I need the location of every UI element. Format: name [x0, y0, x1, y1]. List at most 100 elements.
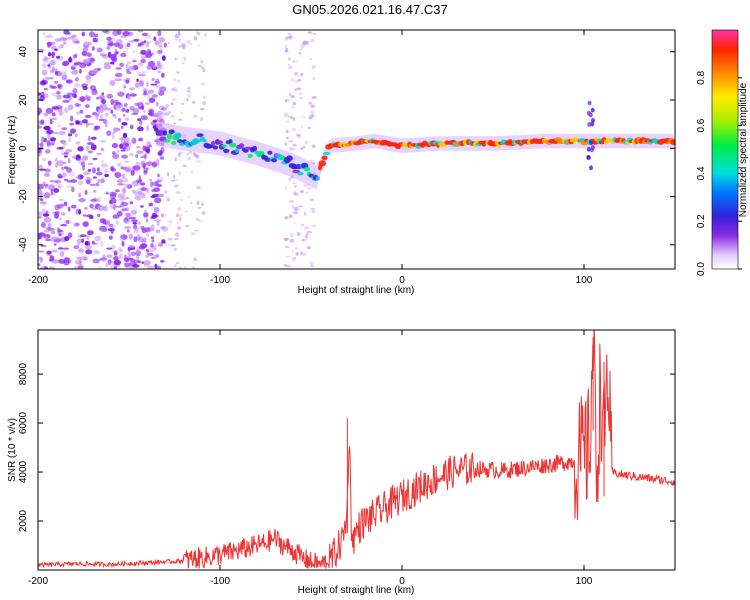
noise-speckle — [152, 244, 158, 251]
noise-speckle — [110, 165, 115, 172]
colorbar-tick-label: 0.2 — [696, 214, 707, 228]
x-tick-label: -100 — [210, 576, 230, 587]
noise-speckle — [138, 179, 142, 184]
noise-speckle — [141, 238, 144, 245]
noise-speckle — [146, 148, 150, 154]
noise-speckle — [87, 168, 92, 172]
noise-speckle — [47, 133, 51, 140]
noise-speckle — [43, 125, 51, 131]
ridge-mark — [212, 145, 218, 150]
noise-speckle — [109, 193, 117, 199]
noise-speckle — [110, 167, 117, 172]
noise-speckle — [143, 260, 151, 266]
noise-speckle — [132, 59, 137, 63]
noise-speckle — [149, 52, 154, 56]
noise-speckle — [192, 100, 196, 104]
noise-speckle — [73, 54, 78, 59]
noise-speckle — [82, 164, 86, 171]
noise-speckle — [39, 168, 46, 171]
noise-speckle — [295, 134, 301, 137]
noise-speckle — [130, 170, 135, 176]
noise-speckle — [289, 233, 294, 238]
noise-speckle — [156, 64, 162, 68]
noise-speckle — [137, 236, 144, 243]
noise-speckle — [59, 36, 66, 41]
noise-speckle — [47, 227, 55, 231]
spike-mark — [591, 118, 595, 123]
noise-speckle — [292, 148, 295, 151]
noise-speckle — [113, 266, 117, 269]
ridge-mark — [234, 148, 240, 153]
noise-speckle — [310, 110, 315, 114]
noise-speckle — [201, 66, 205, 70]
noise-speckle — [142, 173, 146, 176]
noise-speckle — [95, 182, 100, 187]
noise-speckle — [128, 87, 136, 91]
noise-speckle — [82, 155, 89, 161]
noise-speckle — [137, 62, 144, 67]
noise-speckle — [157, 151, 163, 156]
noise-speckle — [76, 111, 81, 115]
noise-speckle — [193, 36, 197, 41]
noise-speckle — [117, 193, 126, 199]
noise-speckle — [61, 62, 69, 67]
noise-speckle — [161, 213, 165, 218]
noise-speckle — [44, 35, 51, 39]
noise-speckle — [67, 157, 71, 164]
noise-speckle — [79, 68, 82, 74]
spike-mark — [588, 112, 593, 118]
noise-speckle — [199, 107, 205, 111]
noise-speckle — [111, 133, 115, 140]
noise-speckle — [137, 30, 144, 33]
noise-speckle — [51, 249, 58, 253]
noise-speckle — [305, 140, 308, 145]
noise-speckle — [136, 71, 143, 76]
noise-speckle — [138, 245, 146, 250]
noise-speckle — [115, 67, 122, 70]
noise-speckle — [161, 72, 165, 78]
noise-speckle — [125, 212, 131, 218]
noise-speckle — [93, 189, 97, 193]
noise-speckle — [90, 136, 97, 140]
noise-speckle — [140, 192, 146, 199]
noise-speckle — [311, 224, 317, 228]
noise-speckle — [45, 149, 51, 154]
noise-speckle — [84, 241, 89, 246]
noise-speckle — [170, 114, 175, 119]
noise-speckle — [129, 201, 134, 205]
noise-speckle — [87, 135, 91, 142]
noise-speckle — [310, 207, 316, 211]
noise-speckle — [129, 124, 134, 130]
noise-speckle — [96, 152, 102, 155]
noise-speckle — [115, 220, 119, 225]
noise-speckle — [174, 264, 177, 268]
noise-speckle — [286, 255, 290, 258]
noise-speckle — [54, 211, 60, 216]
noise-speckle — [311, 144, 316, 148]
noise-speckle — [58, 233, 62, 237]
noise-speckle — [130, 251, 137, 257]
noise-speckle — [111, 36, 116, 42]
noise-speckle — [175, 191, 181, 194]
noise-speckle — [59, 43, 65, 49]
noise-speckle — [187, 39, 191, 44]
ridge-mark — [252, 145, 258, 152]
noise-speckle — [157, 173, 160, 178]
noise-speckle — [148, 202, 153, 207]
ridge-mark — [670, 139, 675, 146]
noise-speckle — [288, 140, 294, 143]
noise-speckle — [142, 88, 148, 93]
noise-speckle — [292, 144, 297, 147]
ridge-mark — [168, 129, 175, 135]
noise-speckle — [164, 213, 167, 216]
y-tick-label: 2000 — [18, 509, 29, 532]
noise-speckle — [75, 141, 80, 145]
noise-speckle — [114, 78, 122, 82]
noise-speckle — [145, 254, 150, 258]
noise-speckle — [181, 102, 184, 105]
noise-speckle — [79, 175, 84, 179]
noise-speckle — [91, 46, 95, 51]
noise-speckle — [283, 216, 289, 220]
noise-speckle — [138, 175, 141, 181]
